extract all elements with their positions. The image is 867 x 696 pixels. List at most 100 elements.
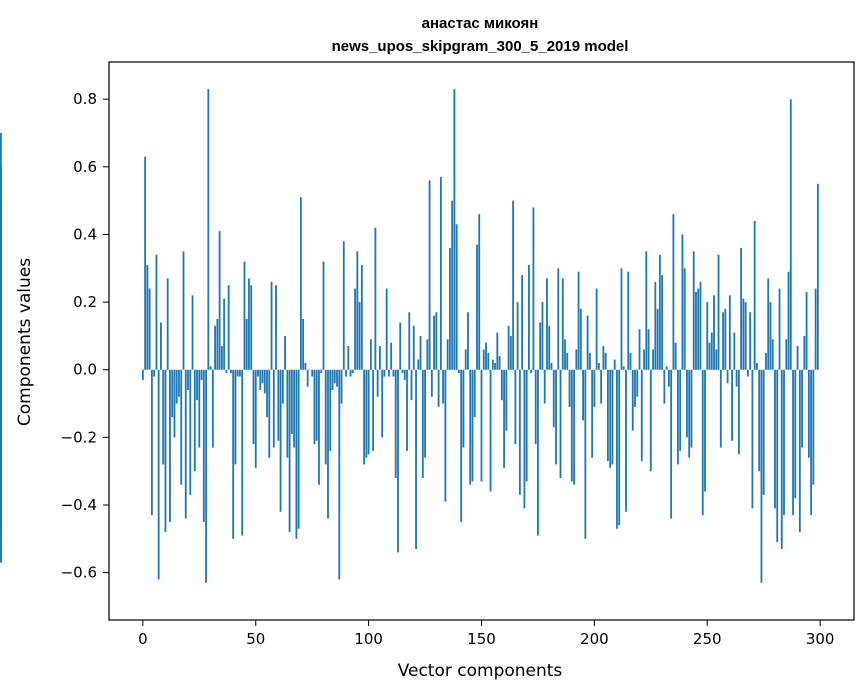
bar <box>537 369 539 536</box>
bar <box>500 369 503 401</box>
bar <box>704 369 706 492</box>
bar <box>243 261 246 370</box>
bar <box>509 335 512 370</box>
bar <box>805 291 808 370</box>
bar <box>582 369 584 421</box>
bar <box>618 369 621 526</box>
y-tick-label: 0.0 <box>73 361 97 379</box>
bar <box>579 308 582 370</box>
bar <box>275 285 277 370</box>
y-tick-label: −0.4 <box>61 496 97 514</box>
bar <box>787 271 790 370</box>
bar <box>480 369 483 482</box>
bar <box>555 369 557 465</box>
bar <box>327 369 329 519</box>
bar <box>187 369 189 391</box>
bar <box>708 342 711 370</box>
bar <box>216 319 219 370</box>
bar <box>638 329 641 370</box>
bar <box>505 369 508 431</box>
x-axis-label: Vector components <box>398 661 563 681</box>
bar <box>658 254 661 370</box>
bar <box>144 156 147 370</box>
bar <box>760 369 763 583</box>
bar <box>444 369 447 502</box>
bar <box>803 335 806 370</box>
bar <box>0 369 2 414</box>
x-tick-label: 200 <box>580 630 609 648</box>
bar <box>225 369 228 374</box>
bar <box>785 339 788 370</box>
bar <box>254 369 257 468</box>
bar <box>464 349 467 370</box>
bar <box>652 349 654 370</box>
bar <box>345 369 347 377</box>
bar <box>539 322 542 370</box>
bar <box>735 369 738 387</box>
bar <box>737 369 740 455</box>
bar <box>640 369 643 462</box>
bar <box>272 369 275 448</box>
bar <box>376 369 379 397</box>
bar <box>564 339 566 370</box>
bar <box>816 183 819 370</box>
bar <box>295 369 298 539</box>
bar <box>631 369 634 431</box>
bar <box>588 352 591 370</box>
bar <box>573 369 575 485</box>
bar <box>173 369 176 438</box>
plot-area-frame <box>108 61 855 621</box>
bar <box>814 288 817 370</box>
bar <box>627 271 630 370</box>
bar <box>496 332 499 370</box>
bar <box>476 244 478 370</box>
bar <box>713 295 715 370</box>
bar <box>320 369 323 374</box>
bar <box>281 369 284 404</box>
bar <box>762 369 765 495</box>
bar <box>0 166 2 370</box>
bar <box>406 369 408 451</box>
bar <box>369 339 372 370</box>
bar <box>200 369 203 380</box>
bar <box>810 369 813 516</box>
bar <box>559 369 562 478</box>
bar <box>209 366 212 370</box>
bar <box>379 346 381 370</box>
bar <box>679 369 682 451</box>
bar <box>575 349 578 370</box>
bar <box>236 369 239 377</box>
bar <box>789 99 792 370</box>
bar <box>299 197 302 370</box>
bar <box>550 362 553 370</box>
bar <box>171 369 174 418</box>
bar <box>807 369 810 458</box>
bar <box>771 339 774 370</box>
bar <box>182 251 185 370</box>
bar <box>266 369 268 418</box>
bar <box>478 214 481 370</box>
bar <box>690 369 693 448</box>
bar <box>719 369 722 448</box>
bar <box>744 302 747 370</box>
bar <box>184 369 187 519</box>
bar <box>494 362 496 370</box>
bar <box>207 89 210 370</box>
bar <box>765 352 767 370</box>
bar <box>211 369 214 448</box>
bar <box>460 369 463 522</box>
bar <box>261 369 264 384</box>
bar <box>286 369 289 458</box>
bar <box>146 264 149 370</box>
bar <box>769 302 772 370</box>
bar <box>534 369 537 445</box>
bar <box>577 271 580 370</box>
bar <box>514 369 517 445</box>
bar <box>399 322 402 370</box>
bar <box>548 325 551 370</box>
bar <box>448 248 451 370</box>
bar <box>351 369 354 374</box>
bar <box>692 251 695 370</box>
bar <box>746 369 749 377</box>
bar <box>706 302 709 370</box>
